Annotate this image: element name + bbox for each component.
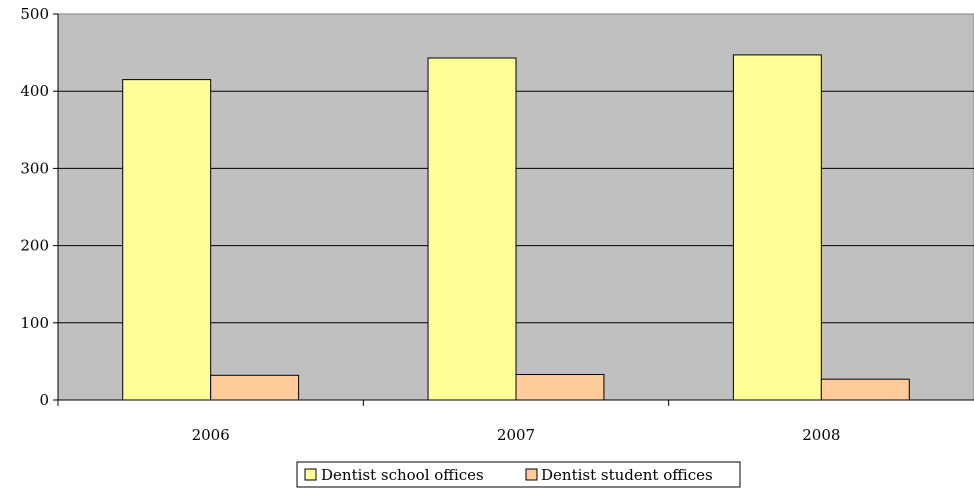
legend-swatch-dentist-student-offices (525, 468, 538, 481)
legend-swatch-dentist-school-offices (304, 468, 317, 481)
y-tick-label: 100 (20, 314, 49, 332)
bar-dentist-school-offices-2008 (732, 54, 822, 401)
legend: Dentist school offices Dentist student o… (296, 461, 741, 488)
y-tick-label: 200 (20, 237, 49, 255)
legend-label-dentist-school-offices: Dentist school offices (321, 466, 484, 484)
x-tick-label: 2006 (192, 426, 230, 444)
bars (122, 54, 910, 401)
bar-dentist-student-offices-2006 (210, 374, 300, 401)
y-tick-label: 500 (20, 5, 49, 23)
legend-box (296, 461, 741, 488)
x-axis: 2006 2007 2008 (57, 399, 974, 444)
bar-dentist-student-offices-2007 (515, 374, 605, 401)
y-tick-label: 0 (39, 391, 49, 409)
y-axis: 0 100 200 300 400 500 (20, 5, 59, 409)
bar-dentist-student-offices-2008 (820, 378, 910, 401)
y-tick-label: 300 (20, 159, 49, 177)
bar-dentist-school-offices-2006 (122, 79, 212, 401)
x-tick-label: 2007 (497, 426, 535, 444)
x-tick-label: 2008 (802, 426, 840, 444)
legend-label-dentist-student-offices: Dentist student offices (541, 466, 713, 484)
bar-dentist-school-offices-2007 (427, 57, 517, 401)
y-tick-label: 400 (20, 82, 49, 100)
